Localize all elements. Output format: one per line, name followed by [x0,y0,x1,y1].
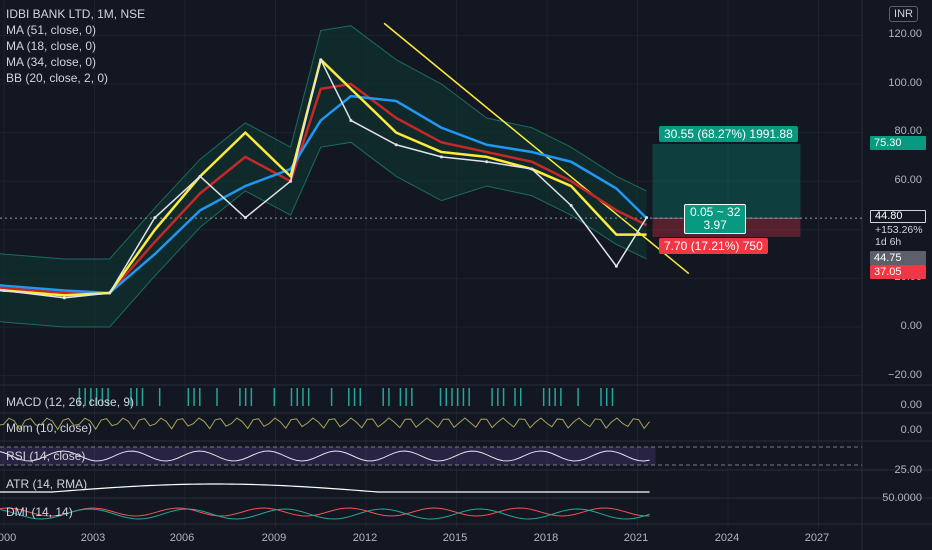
x-tick: 2018 [533,532,559,544]
loss-label[interactable]: 7.70 (17.21%) 750 [659,238,768,254]
price-point [485,160,489,164]
price-point [243,216,247,220]
chart-legend: IDBI BANK LTD, 1M, NSE MA (51, close, 0)… [6,6,145,86]
entry-label[interactable]: 0.05 ~ 32 3.97 [684,204,747,234]
momentum-line [0,417,650,431]
price-point [569,204,573,207]
dmi-plus-line [0,508,650,520]
legend-ma18[interactable]: MA (18, close, 0) [6,39,97,53]
last-price-badge: 44.80 [870,210,926,223]
price-point [645,216,649,220]
price-point [153,216,157,220]
entry-label-line2: 3.97 [703,218,727,232]
bar-countdown: 1d 6h [875,236,902,248]
stop-price-badge: 37.05 [870,265,926,279]
rsi-label[interactable]: RSI (14, close) [6,449,86,463]
x-tick: 2009 [261,532,287,544]
target-price-badge: 75.30 [870,136,926,150]
mom-label[interactable]: Mom (10, close) [6,421,93,435]
symbol-title[interactable]: IDBI BANK LTD, 1M, NSE [6,7,146,21]
dmi-minus-line [0,507,650,517]
price-point [439,155,443,159]
x-tick: 2015 [442,532,468,544]
price-point [2,289,6,293]
x-tick: 2003 [80,532,106,544]
ma-price-badge: 44.75 [870,251,926,265]
bollinger-upper [0,25,647,260]
entry-label-line1: 0.05 ~ 32 [690,205,741,219]
dmi-label[interactable]: DMI (14, 14) [6,505,73,519]
x-tick: 2024 [714,532,740,544]
x-tick: 2027 [804,532,830,544]
mom-axis-tick: 0.00 [900,424,922,436]
y-tick: 100.00 [888,77,922,89]
current-info: +153.26% 1d 6h [872,223,928,249]
x-tick: 2000 [0,532,17,544]
x-tick: 2012 [352,532,378,544]
price-point [198,174,202,178]
price-point [394,143,398,147]
ma51-line [0,94,648,295]
profit-label[interactable]: 30.55 (68.27%) 1991.88 [659,126,798,142]
x-tick: 2006 [169,532,195,544]
atr-line [0,483,650,493]
price-point [614,264,618,268]
dmi-axis-tick: 50.0000 [882,492,922,504]
y-tick: −20.00 [888,369,922,381]
price-point [289,179,293,183]
y-tick: 120.00 [888,28,922,40]
legend-bb[interactable]: BB (20, close, 2, 0) [6,71,109,85]
legend-ma51[interactable]: MA (51, close, 0) [6,23,97,37]
price-point [319,58,323,62]
rsi-line [0,450,650,462]
y-tick: 80.00 [894,125,922,137]
price-point [62,296,66,300]
x-tick: 2021 [623,532,649,544]
atr-label[interactable]: ATR (14, RMA) [6,477,88,491]
price-point [108,291,112,295]
macd-label[interactable]: MACD (12, 26, close, 9) [6,395,135,409]
price-change: +153.26% [875,224,923,236]
bollinger-lower [0,141,647,328]
currency-button[interactable]: INR [889,6,918,22]
price-point [530,167,534,171]
price-point [349,118,353,122]
y-tick: 60.00 [894,174,922,186]
bollinger-band-fill [0,25,647,327]
macd-axis-tick: 0.00 [900,399,922,411]
y-tick: 0.00 [900,320,922,332]
rsi-axis-tick: 25.00 [894,464,922,476]
legend-ma34[interactable]: MA (34, close, 0) [6,55,97,69]
